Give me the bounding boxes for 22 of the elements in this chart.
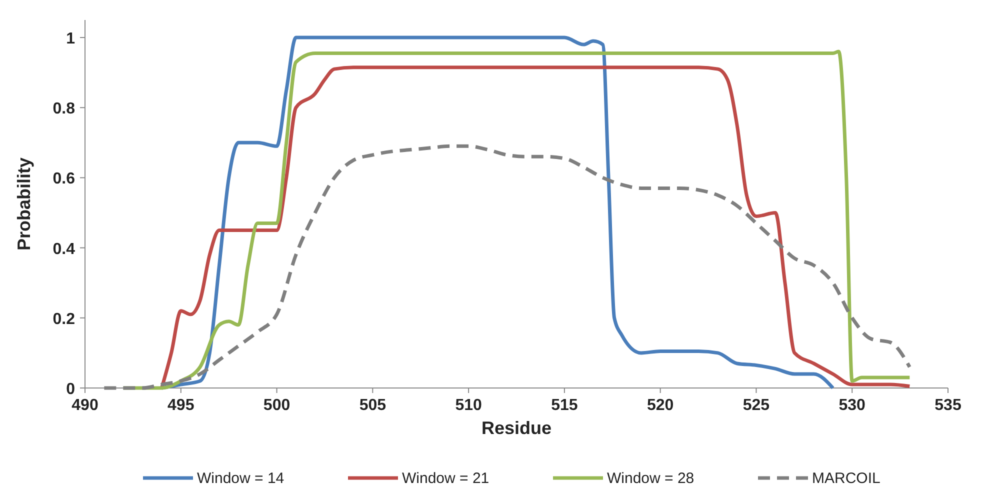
x-tick-label: 535 [934, 397, 962, 414]
x-tick-label: 490 [72, 397, 98, 414]
x-tick-label: 505 [359, 397, 386, 414]
legend-label: Window = 21 [402, 470, 490, 487]
y-tick-label: 0.4 [52, 240, 76, 258]
x-tick-label: 515 [551, 397, 578, 414]
y-tick-label: 1 [66, 30, 76, 48]
y-tick-label: 0 [66, 381, 76, 398]
x-tick-label: 510 [455, 397, 482, 414]
x-tick-label: 500 [263, 397, 290, 414]
y-tick-label: 0.8 [52, 100, 76, 118]
x-tick-label: 520 [646, 397, 674, 414]
legend-label: Window = 14 [197, 470, 284, 487]
legend-label: Window = 28 [607, 470, 694, 487]
y-tick-label: 0.2 [52, 310, 76, 328]
x-tick-label: 530 [838, 397, 866, 414]
x-tick-label: 525 [742, 397, 770, 414]
y-axis-title: Probability [14, 157, 34, 251]
legend-label: MARCOIL [812, 470, 880, 487]
x-axis-title: Residue [481, 418, 552, 438]
y-tick-label: 0.6 [52, 170, 76, 188]
x-tick-label: 495 [168, 397, 194, 414]
